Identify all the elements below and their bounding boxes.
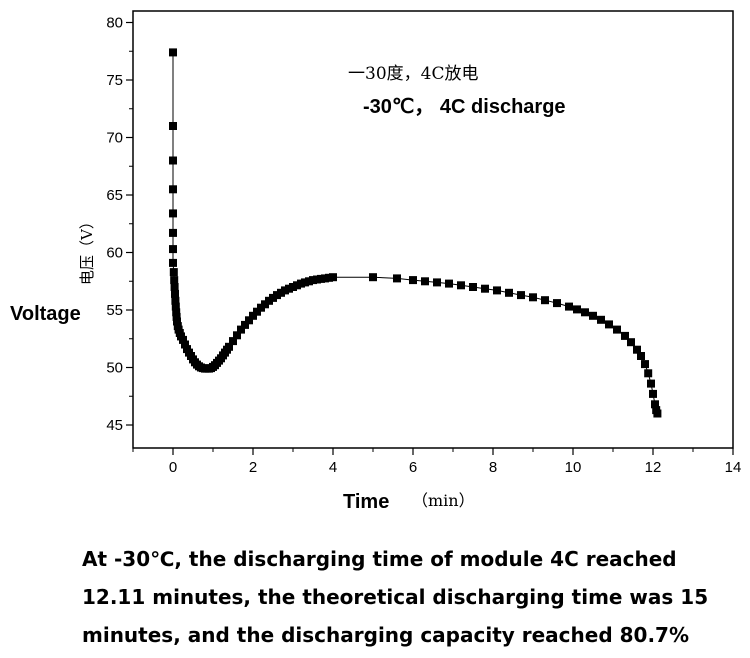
data-point — [613, 325, 621, 334]
y-axis-ticks: 45 50 55 60 65 70 75 80 — [106, 15, 133, 434]
data-point — [633, 345, 641, 354]
data-point — [597, 315, 605, 324]
data-point — [169, 185, 177, 194]
data-point — [649, 389, 657, 398]
y-axis-label-cn: 电压（V） — [78, 214, 96, 285]
data-point — [641, 360, 649, 369]
data-point — [621, 331, 629, 340]
data-point — [172, 312, 181, 321]
y-tick-label: 65 — [106, 187, 123, 204]
data-point — [169, 228, 177, 237]
data-point — [169, 258, 177, 267]
data-point — [481, 284, 489, 293]
x-tick-label: 14 — [725, 459, 742, 476]
y-tick-label: 55 — [106, 302, 123, 319]
data-point — [225, 342, 233, 351]
y-tick-label: 45 — [106, 417, 123, 434]
x-tick-label: 8 — [489, 459, 497, 476]
data-point — [529, 293, 537, 302]
data-point — [541, 296, 549, 305]
chart-title-en: -30℃， 4C discharge — [363, 96, 566, 118]
y-axis-label: Voltage — [10, 303, 81, 325]
plot-frame — [132, 10, 734, 449]
x-tick-label: 4 — [329, 459, 337, 476]
data-point — [233, 331, 241, 340]
data-point — [237, 325, 245, 334]
x-axis-label-unit: （min） — [412, 491, 475, 510]
data-point — [627, 338, 635, 347]
data-point — [169, 48, 177, 57]
data-point — [169, 245, 177, 254]
data-point — [172, 308, 181, 317]
data-point — [179, 335, 187, 344]
data-point — [644, 369, 653, 378]
data-point — [241, 320, 249, 329]
y-tick-label: 70 — [106, 130, 123, 147]
x-tick-label: 2 — [249, 459, 257, 476]
data-point — [445, 279, 453, 288]
data-point — [651, 400, 659, 409]
data-point — [169, 156, 177, 165]
data-point — [173, 317, 181, 326]
figure-caption: At -30℃, the discharging time of module … — [82, 547, 709, 647]
data-point — [581, 308, 589, 317]
x-tick-label: 10 — [565, 459, 582, 476]
data-point — [245, 316, 253, 325]
data-point — [171, 296, 180, 305]
data-point — [170, 276, 179, 285]
data-point — [457, 281, 465, 290]
data-point — [553, 299, 561, 308]
data-point — [433, 278, 441, 287]
data-point — [369, 273, 377, 282]
chart: 0 2 4 6 8 10 12 14 45 50 55 60 65 70 75 80 一30度，4C放电 -… — [10, 10, 742, 513]
data-point — [469, 283, 477, 291]
data-point — [647, 379, 655, 388]
y-tick-label: 60 — [106, 245, 123, 262]
data-point — [493, 286, 501, 295]
x-tick-label: 6 — [409, 459, 417, 476]
data-point — [637, 352, 645, 360]
data-point — [171, 302, 180, 311]
data-point — [229, 337, 237, 346]
data-point — [329, 273, 337, 282]
data-point — [169, 209, 177, 218]
y-tick-label: 80 — [106, 15, 123, 32]
series-markers — [169, 48, 662, 418]
x-tick-label: 12 — [645, 459, 662, 476]
y-tick-label: 50 — [106, 360, 123, 377]
data-point — [421, 277, 429, 286]
data-point — [517, 291, 525, 300]
x-axis-label: Time — [343, 491, 389, 513]
data-point — [653, 409, 662, 418]
data-point — [181, 340, 189, 349]
x-tick-label: 0 — [169, 459, 177, 476]
data-point — [409, 276, 417, 285]
data-point — [565, 302, 573, 311]
data-point — [393, 274, 401, 283]
data-point — [170, 283, 179, 291]
data-point — [605, 320, 613, 329]
chart-title-cn: 一30度，4C放电 — [348, 64, 478, 84]
data-point — [573, 305, 581, 314]
data-point — [249, 311, 257, 320]
data-point — [169, 268, 178, 277]
y-tick-label: 75 — [106, 72, 123, 89]
x-axis-ticks: 0 2 4 6 8 10 12 14 — [132, 448, 742, 476]
data-point — [505, 288, 513, 297]
data-point — [169, 122, 177, 130]
data-point — [171, 289, 179, 298]
data-point — [589, 311, 597, 320]
